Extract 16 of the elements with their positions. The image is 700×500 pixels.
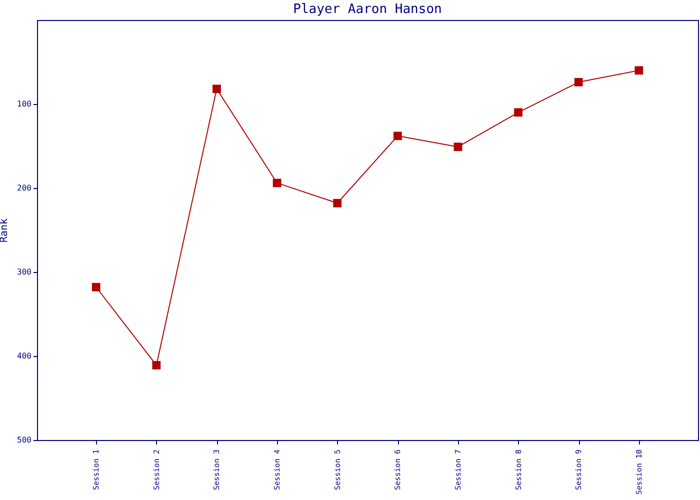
- y-tick-label: 200: [17, 184, 32, 192]
- point: [574, 78, 583, 86]
- y-tick-label: 300: [17, 268, 32, 276]
- point: [514, 108, 522, 117]
- y-tick-label: 100: [17, 100, 32, 108]
- point: [92, 282, 100, 292]
- point: [634, 66, 644, 75]
- point: [212, 84, 221, 94]
- point: [272, 178, 282, 188]
- y-tick-label: 500: [17, 436, 32, 444]
- chart-title: Player Aaron Hanson: [293, 2, 442, 17]
- point: [333, 198, 342, 208]
- point: [454, 142, 462, 152]
- y-tick-label: 400: [17, 352, 32, 360]
- point: [393, 132, 402, 140]
- point: [152, 361, 161, 370]
